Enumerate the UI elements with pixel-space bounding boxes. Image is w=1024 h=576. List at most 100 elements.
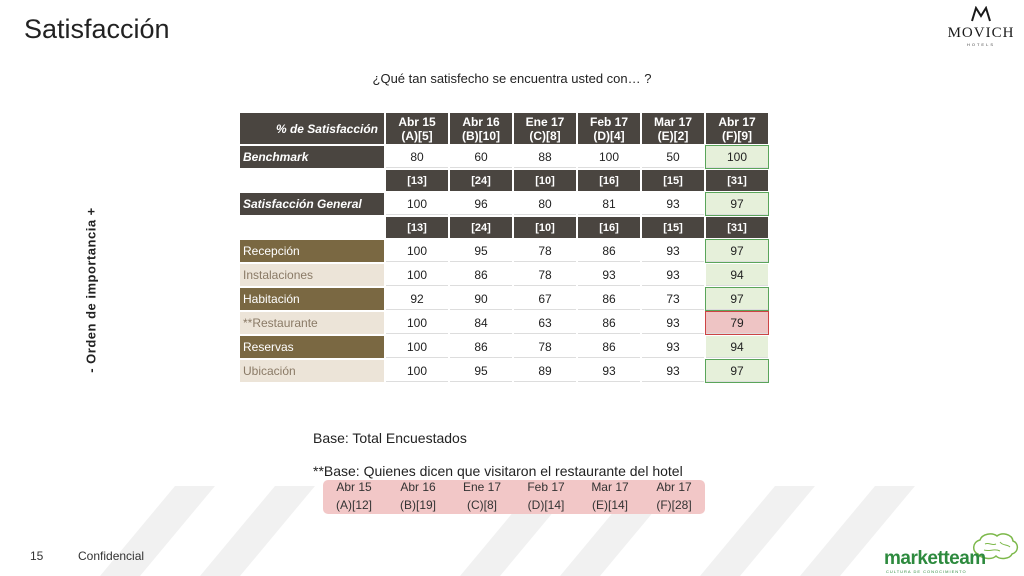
table-cell: 100 bbox=[386, 312, 448, 334]
restaurant-base-period: Abr 15 bbox=[336, 480, 372, 494]
table-cell: 63 bbox=[514, 312, 576, 334]
table-cell: 78 bbox=[514, 264, 576, 286]
restaurant-base-period: Ene 17 bbox=[462, 480, 502, 494]
item-row: Habitación 92 90 67 86 73 97 bbox=[240, 287, 769, 311]
table-cell: 86 bbox=[450, 264, 512, 286]
table-cell: 78 bbox=[514, 336, 576, 358]
item-row: Instalaciones 100 86 78 93 93 94 bbox=[240, 264, 768, 286]
table-cell: 95 bbox=[450, 360, 512, 382]
restaurant-base-period: Mar 17 bbox=[591, 480, 629, 494]
base-row: [13] [24] [10] [16] [15] [31] bbox=[240, 217, 768, 238]
survey-question: ¿Qué tan satisfecho se encuentra usted c… bbox=[372, 71, 652, 86]
table-cell-highlight: 97 bbox=[705, 359, 769, 383]
logo-wordmark: marketteam bbox=[884, 548, 986, 569]
row-label: Ubicación bbox=[240, 360, 384, 382]
movich-logo-icon bbox=[971, 5, 991, 22]
table-cell-highlight: 94 bbox=[706, 336, 768, 358]
table-cell-highlight: 97 bbox=[705, 287, 769, 311]
period-header: Abr 17 (F)[9] bbox=[706, 113, 768, 144]
table-cell: 93 bbox=[578, 360, 640, 382]
table-cell: 92 bbox=[386, 288, 448, 310]
base-cell: [24] bbox=[450, 217, 512, 238]
base-cell: [10] bbox=[514, 170, 576, 191]
row-label: Instalaciones bbox=[240, 264, 384, 286]
restaurant-base-period: Abr 17 bbox=[656, 480, 692, 494]
table-cell: 100 bbox=[386, 336, 448, 358]
table-cell: 93 bbox=[642, 336, 704, 358]
confidential-label: Confidencial bbox=[78, 549, 145, 563]
row-label: Reservas bbox=[240, 336, 384, 358]
table-cell-highlight: 97 bbox=[705, 192, 769, 216]
period-header: Abr 15 (A)[5] bbox=[386, 113, 448, 144]
base-restaurant-note: **Base: Quienes dicen que visitaron el r… bbox=[313, 463, 683, 479]
table-cell: 95 bbox=[450, 240, 512, 262]
restaurant-base-period: Abr 16 bbox=[400, 480, 436, 494]
brain-icon bbox=[973, 533, 1019, 560]
row-label: Habitación bbox=[240, 288, 384, 310]
table-cell-highlight: 94 bbox=[706, 264, 768, 286]
table-cell: 93 bbox=[578, 264, 640, 286]
row-label: **Restaurante bbox=[240, 312, 384, 334]
period-header: Abr 16 (B)[10] bbox=[450, 113, 512, 144]
base-cell: [15] bbox=[642, 217, 704, 238]
base-cell: [16] bbox=[578, 217, 640, 238]
row-label: Satisfacción General bbox=[240, 193, 384, 215]
table-cell: 78 bbox=[514, 240, 576, 262]
table-cell: 60 bbox=[450, 146, 512, 168]
table-cell: 84 bbox=[450, 312, 512, 334]
table-cell: 86 bbox=[578, 336, 640, 358]
restaurant-base-count: (E)[14] bbox=[591, 498, 628, 512]
table-cell: 96 bbox=[450, 193, 512, 215]
marketteam-logo: marketteam CULTURA DE CONOCIMIENTO bbox=[884, 532, 1020, 576]
table-cell-highlight: 97 bbox=[705, 239, 769, 263]
base-cell: [15] bbox=[642, 170, 704, 191]
restaurant-base-count: (F)[28] bbox=[656, 498, 692, 512]
logo-brand: MOVICH bbox=[947, 25, 1015, 41]
base-cell: [24] bbox=[450, 170, 512, 191]
benchmark-row: Benchmark 80 60 88 100 50 100 bbox=[240, 145, 769, 169]
movich-logo: MOVICH HOTELS bbox=[944, 5, 1018, 47]
base-cell: [13] bbox=[386, 170, 448, 191]
table-cell: 86 bbox=[578, 288, 640, 310]
item-row: Recepción 100 95 78 86 93 97 bbox=[240, 239, 769, 263]
table-cell-alert: 79 bbox=[705, 311, 769, 335]
table-cell: 81 bbox=[578, 193, 640, 215]
table-cell: 50 bbox=[642, 146, 704, 168]
row-label: Benchmark bbox=[240, 146, 384, 168]
item-row: Ubicación 100 95 89 93 93 97 bbox=[240, 359, 769, 383]
table-cell: 100 bbox=[386, 193, 448, 215]
restaurant-base-count: (B)[19] bbox=[399, 498, 436, 512]
table-cell: 100 bbox=[386, 264, 448, 286]
importance-axis-text: - Orden de importancia + bbox=[83, 207, 99, 373]
header-label: % de Satisfacción bbox=[240, 113, 384, 144]
restaurant-base-period: Feb 17 bbox=[527, 480, 565, 494]
base-cell: [31] bbox=[706, 170, 768, 191]
base-total-note: Base: Total Encuestados bbox=[313, 430, 467, 446]
table-cell: 93 bbox=[642, 360, 704, 382]
table-cell: 100 bbox=[386, 240, 448, 262]
logo-subtext: HOTELS bbox=[966, 42, 995, 47]
period-header: Mar 17 (E)[2] bbox=[642, 113, 704, 144]
item-row: Reservas 100 86 78 86 93 94 bbox=[240, 336, 768, 358]
slide-number: 15 bbox=[30, 549, 44, 563]
table-cell: 86 bbox=[578, 312, 640, 334]
table-cell: 86 bbox=[578, 240, 640, 262]
table-cell: 100 bbox=[386, 360, 448, 382]
base-row: [13] [24] [10] [16] [15] [31] bbox=[240, 170, 768, 191]
table-cell: 90 bbox=[450, 288, 512, 310]
table-cell: 93 bbox=[642, 240, 704, 262]
table-cell: 89 bbox=[514, 360, 576, 382]
restaurant-base-count: (D)[14] bbox=[527, 498, 565, 512]
base-cell: [16] bbox=[578, 170, 640, 191]
importance-axis-label: - Orden de importancia + bbox=[81, 190, 101, 390]
item-row: **Restaurante 100 84 63 86 93 79 bbox=[240, 311, 769, 335]
general-row: Satisfacción General 100 96 80 81 93 97 bbox=[240, 192, 769, 216]
table-header-row: % de Satisfacción Abr 15 (A)[5] Abr 16 (B)… bbox=[240, 113, 768, 144]
table-cell: 80 bbox=[514, 193, 576, 215]
base-cell: [10] bbox=[514, 217, 576, 238]
logo-tagline: CULTURA DE CONOCIMIENTO bbox=[886, 569, 967, 574]
table-cell: 93 bbox=[642, 193, 704, 215]
base-cell: [13] bbox=[386, 217, 448, 238]
table-cell: 73 bbox=[642, 288, 704, 310]
table-cell: 67 bbox=[514, 288, 576, 310]
